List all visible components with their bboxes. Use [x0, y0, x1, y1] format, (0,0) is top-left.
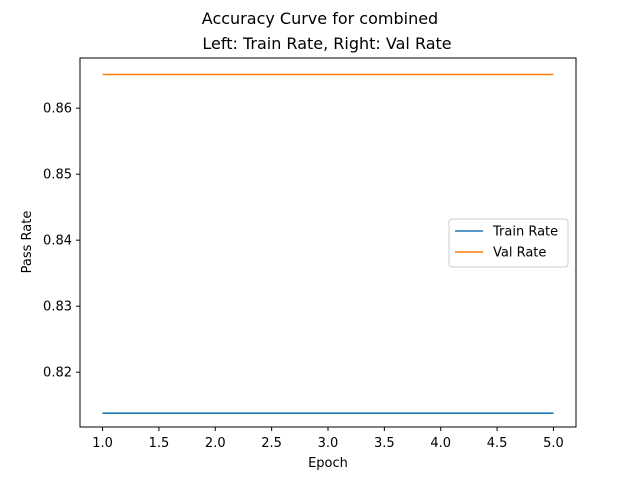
x-tick-label: 3.5 — [374, 436, 395, 451]
y-axis: 0.82 0.83 0.84 0.85 0.86 — [43, 102, 80, 381]
x-tick-label: 1.5 — [149, 436, 170, 451]
series-layer — [102, 73, 554, 414]
x-axis: 1.0 1.5 2.0 2.5 3.0 3.5 4.0 4.5 5.0 — [92, 427, 564, 451]
x-axis-label: Epoch — [308, 456, 348, 471]
y-tick-label: 0.85 — [43, 168, 72, 183]
chart-subtitle: Left: Train Rate, Right: Val Rate — [202, 34, 451, 53]
legend-label: Train Rate — [492, 225, 558, 240]
y-tick-label: 0.84 — [43, 234, 72, 249]
x-tick-label: 4.0 — [430, 436, 451, 451]
legend: Train Rate Val Rate — [448, 218, 569, 268]
x-tick-label: 2.5 — [261, 436, 282, 451]
y-tick-label: 0.83 — [43, 300, 72, 315]
x-tick-label: 4.5 — [487, 436, 508, 451]
legend-label: Val Rate — [493, 246, 546, 261]
chart-title: Accuracy Curve for combined — [202, 9, 438, 28]
x-tick-label: 1.0 — [92, 436, 113, 451]
x-tick-label: 3.0 — [318, 436, 339, 451]
x-tick-label: 2.0 — [205, 436, 226, 451]
y-axis-label: Pass Rate — [20, 211, 35, 274]
x-tick-label: 5.0 — [543, 436, 564, 451]
y-tick-label: 0.86 — [43, 102, 72, 117]
y-tick-label: 0.82 — [43, 366, 72, 381]
